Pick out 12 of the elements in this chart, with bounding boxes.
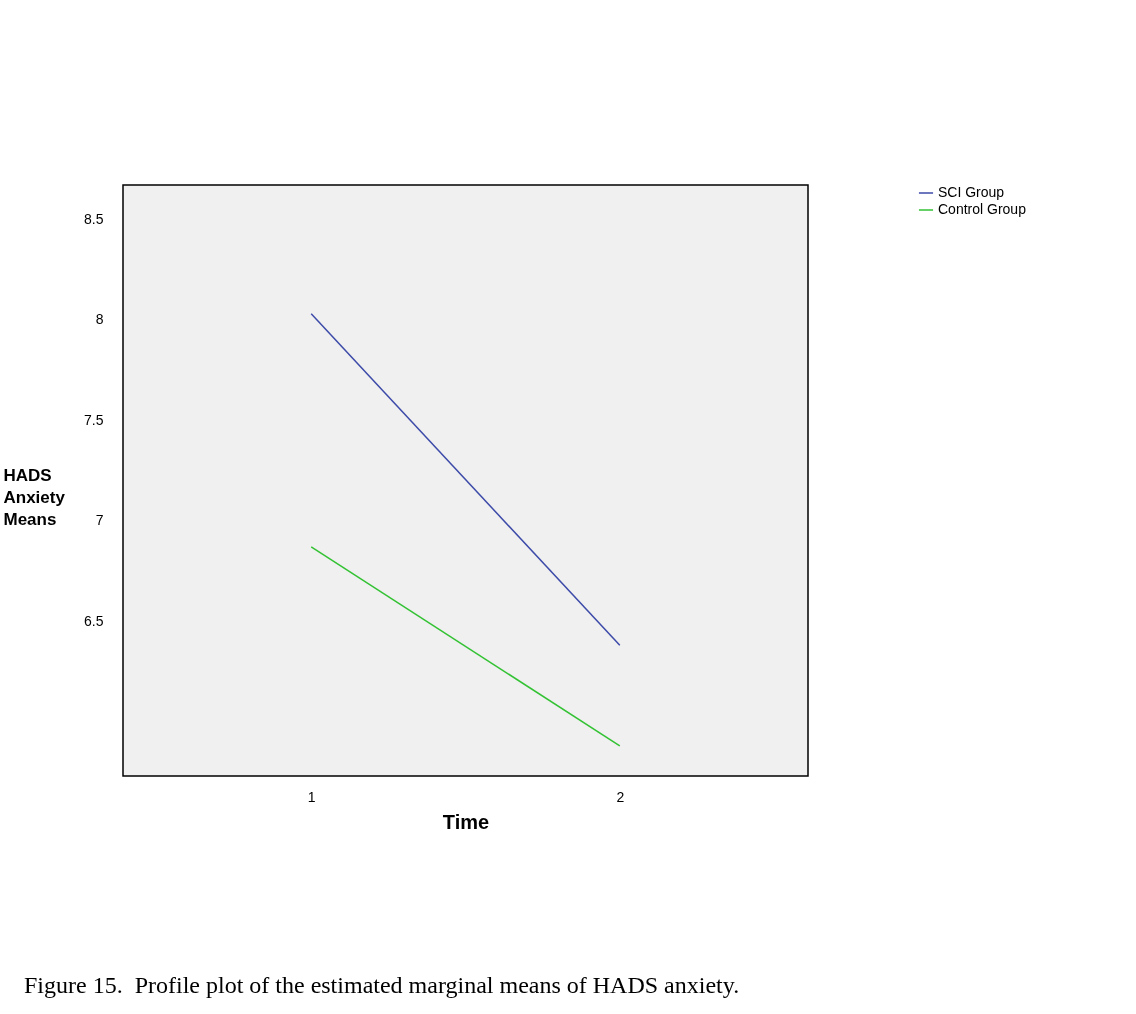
legend-label: Control Group	[938, 201, 1027, 217]
y-tick-label: 7.5	[84, 411, 104, 428]
x-tick-label: 2	[616, 788, 625, 805]
x-tick-label: 1	[307, 788, 316, 805]
y-tick-label: 6.5	[84, 612, 104, 629]
y-tick-label: 8.5	[84, 210, 104, 227]
legend-label: SCI Group	[938, 184, 1005, 200]
y-tick-label: 8	[95, 311, 104, 328]
y-axis-title: HADS Anxiety Means	[3, 465, 66, 529]
y-tick-label: 7	[95, 512, 104, 529]
caption: Figure 15. Profile plot of the estimated marginal means of HADS anxiety.	[24, 972, 740, 999]
x-axis-title: Time	[442, 810, 490, 833]
